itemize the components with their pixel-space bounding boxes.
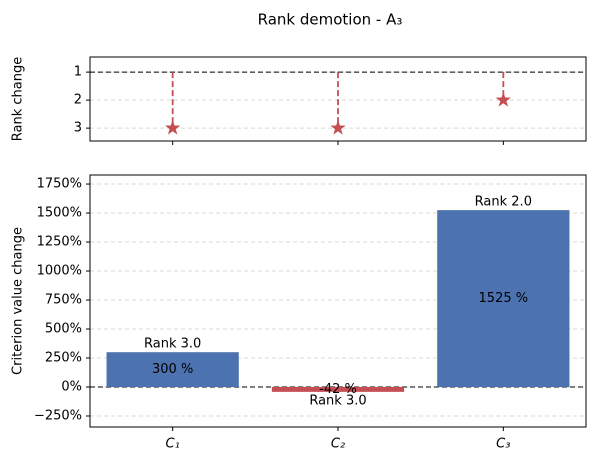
axes-frame: [89, 56, 587, 142]
y-tick-label: 750%: [45, 293, 82, 308]
y-tick-label: 1750%: [37, 177, 82, 192]
value-label: 300 %: [152, 362, 193, 377]
bar: [271, 386, 405, 392]
y-axis-label: Rank change: [11, 57, 26, 141]
stem-marker: [495, 92, 511, 107]
y-tick-label: 1500%: [37, 206, 82, 221]
y-tick-label: 1250%: [37, 235, 82, 250]
y-tick-label: 250%: [45, 350, 82, 365]
axes-frame: [89, 174, 587, 428]
rank-label: Rank 3.0: [309, 393, 366, 408]
value-label: 1525 %: [479, 291, 529, 306]
y-tick-label: −250%: [34, 408, 82, 423]
stem-marker: [330, 120, 346, 135]
bar: [106, 352, 239, 387]
x-tick-label: C₃: [496, 437, 510, 452]
x-tick-label: C₂: [331, 437, 345, 452]
y-tick-label: 500%: [45, 322, 82, 337]
stem-marker: [165, 120, 181, 135]
y-tick-label: 2: [74, 93, 82, 108]
value-label: -42 %: [319, 382, 357, 397]
rank-label: Rank 3.0: [144, 337, 201, 352]
y-tick-label: 0%: [61, 379, 82, 394]
y-tick-label: 1000%: [37, 264, 82, 279]
figure-title: Rank demotion - A₃: [258, 11, 403, 29]
bar: [437, 210, 570, 387]
y-axis-label: Criterion value change: [11, 227, 26, 375]
rank-label: Rank 2.0: [475, 195, 532, 210]
x-tick-label: C₁: [166, 437, 180, 452]
y-tick-label: 1: [74, 65, 82, 80]
y-tick-label: 3: [74, 121, 82, 136]
